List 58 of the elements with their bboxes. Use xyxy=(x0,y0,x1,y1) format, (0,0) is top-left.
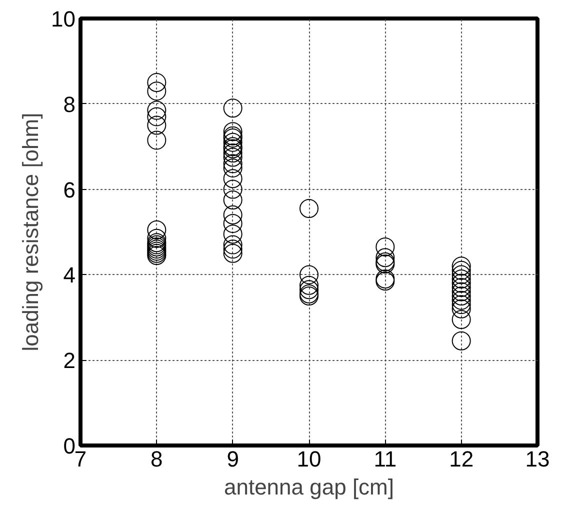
point xyxy=(147,82,166,101)
point xyxy=(300,280,318,300)
point xyxy=(223,148,242,167)
y-axis-title: loading resistance [ohm] xyxy=(18,112,44,352)
point xyxy=(452,286,471,306)
point xyxy=(452,310,471,330)
point xyxy=(223,205,242,224)
y-tick-label: 6 xyxy=(63,177,76,202)
x-tick-label: 9 xyxy=(226,446,239,472)
point xyxy=(452,290,471,310)
point xyxy=(452,256,471,276)
y-tick-label: 8 xyxy=(63,92,76,117)
y-tick-label: 4 xyxy=(63,262,76,288)
point xyxy=(147,73,166,92)
point xyxy=(452,265,471,284)
point xyxy=(300,276,318,295)
point xyxy=(147,130,166,150)
point xyxy=(147,220,166,240)
point xyxy=(223,98,242,118)
point xyxy=(452,282,471,302)
point xyxy=(223,144,242,162)
point xyxy=(147,116,166,135)
point xyxy=(452,278,471,297)
point xyxy=(452,331,471,350)
point xyxy=(223,158,242,178)
point xyxy=(223,235,242,254)
x-tick-label: 11 xyxy=(374,446,397,472)
y-tick-label: 10 xyxy=(51,6,76,32)
point xyxy=(452,274,471,293)
point xyxy=(223,190,242,210)
point xyxy=(223,224,242,244)
point xyxy=(147,228,166,248)
point xyxy=(376,248,395,268)
x-tick-label: 8 xyxy=(150,446,163,472)
point xyxy=(300,265,318,284)
point xyxy=(147,100,166,120)
point xyxy=(300,199,318,218)
point xyxy=(452,269,471,288)
point xyxy=(223,214,242,233)
point xyxy=(223,154,242,174)
point xyxy=(376,237,395,256)
y-tick-label: 2 xyxy=(63,348,76,374)
point xyxy=(223,180,242,199)
point xyxy=(223,122,242,142)
point xyxy=(223,132,242,152)
point xyxy=(147,107,166,126)
x-tick-label: 7 xyxy=(74,446,87,472)
x-tick-label: 10 xyxy=(296,446,322,472)
point xyxy=(452,299,471,318)
point xyxy=(223,169,242,188)
point xyxy=(223,244,242,263)
point xyxy=(452,260,471,280)
point xyxy=(223,240,242,259)
point xyxy=(452,295,471,314)
x-tick-label: 13 xyxy=(525,446,550,472)
x-axis-title: antenna gap [cm] xyxy=(224,474,394,500)
x-tick-label: 12 xyxy=(449,446,474,472)
y-tick-label: 0 xyxy=(63,434,76,458)
